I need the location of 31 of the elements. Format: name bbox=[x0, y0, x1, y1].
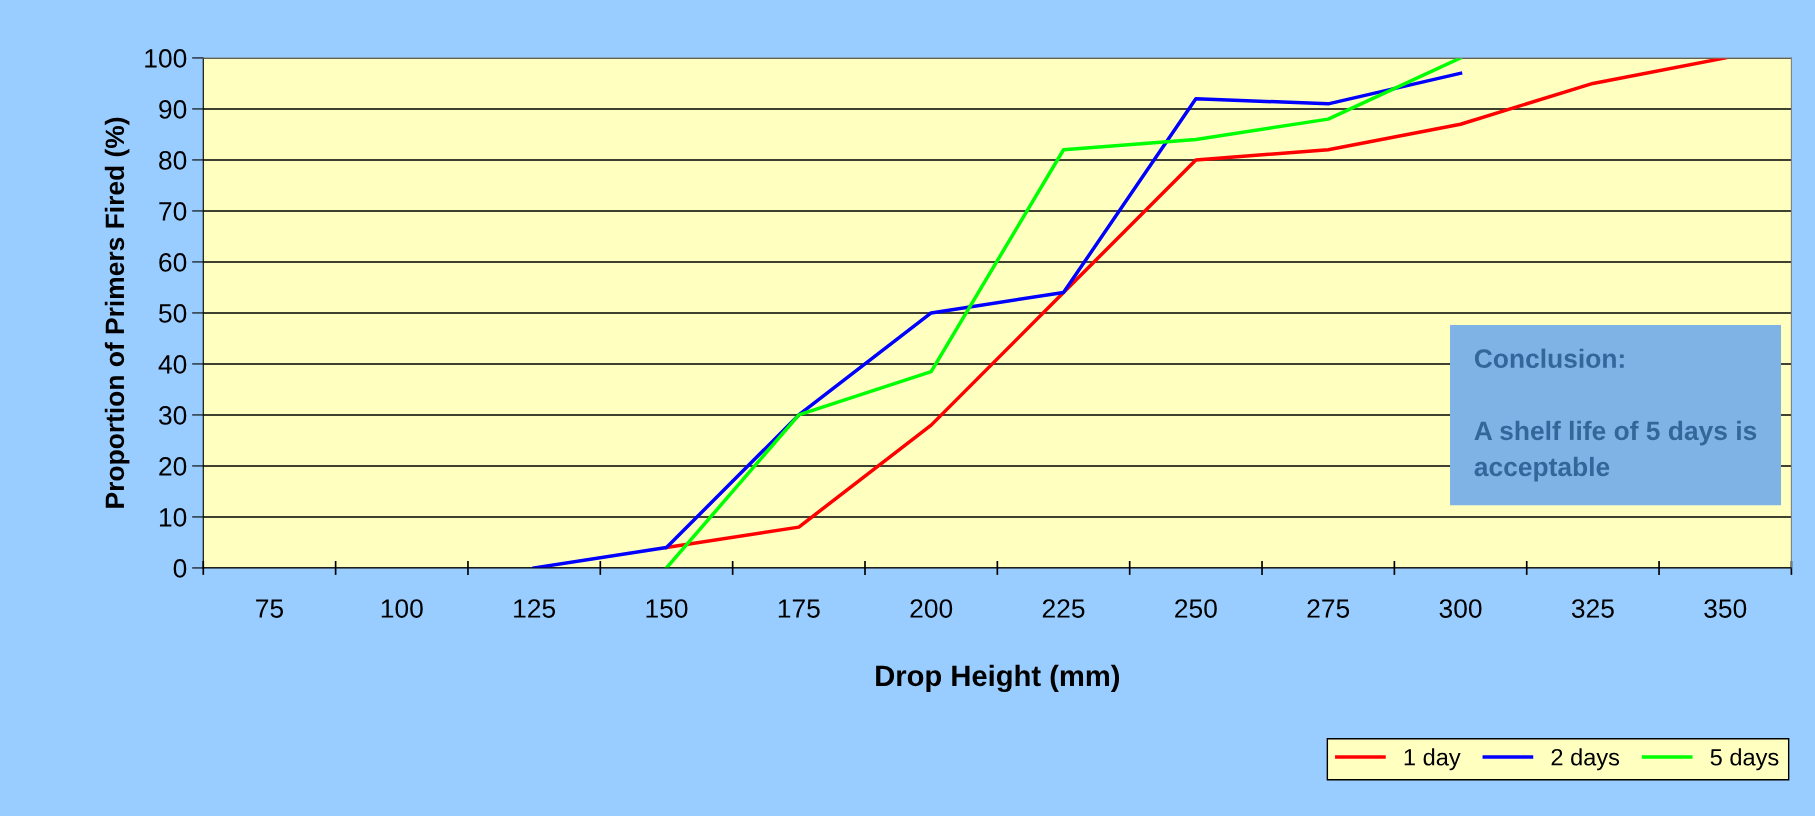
x-tick-label: 250 bbox=[1175, 599, 1217, 618]
y-tick-label: 20 bbox=[159, 457, 187, 476]
y-tick-label: 30 bbox=[158, 406, 187, 425]
text: Conclusion: A shelf life of 5 days is acceptable bbox=[1474, 348, 1757, 482]
x-tick-label: 275 bbox=[1307, 599, 1350, 618]
x-tick-label: 75 bbox=[256, 599, 284, 618]
x-tick-label: 225 bbox=[1042, 599, 1085, 618]
x-tick-label: 350 bbox=[1704, 599, 1747, 618]
legend-label: 2 days bbox=[1551, 748, 1620, 771]
line-series bbox=[532, 71, 1463, 568]
y-tick-label: 60 bbox=[159, 253, 187, 272]
x-tick-label: 125 bbox=[514, 599, 556, 618]
x-tick-label: 325 bbox=[1571, 599, 1614, 618]
y-tick-label: 10 bbox=[159, 508, 187, 527]
x-axis-title: Drop Height (mm) bbox=[876, 664, 1120, 693]
x-tick-label: 150 bbox=[646, 599, 688, 618]
y-tick-label: 40 bbox=[158, 355, 187, 374]
y-tick-label: 50 bbox=[159, 304, 187, 323]
y-tick-label: 90 bbox=[159, 100, 187, 119]
y-tick-label: 80 bbox=[159, 151, 187, 170]
y-tick-label: 100 bbox=[145, 49, 187, 68]
x-tick-label: 300 bbox=[1439, 599, 1482, 618]
y-tick-label: 70 bbox=[159, 202, 187, 221]
line-series bbox=[664, 57, 1463, 568]
x-tick-label: 175 bbox=[778, 599, 820, 618]
y-axis-title: Proportion of Primers Fired (%) bbox=[104, 117, 130, 508]
legend-label: 1 day bbox=[1404, 748, 1461, 771]
y-tick-label: 0 bbox=[173, 559, 187, 578]
x-tick-label: 200 bbox=[910, 599, 953, 618]
legend-label: 5 days bbox=[1710, 748, 1779, 771]
x-tick-label: 100 bbox=[381, 599, 423, 618]
